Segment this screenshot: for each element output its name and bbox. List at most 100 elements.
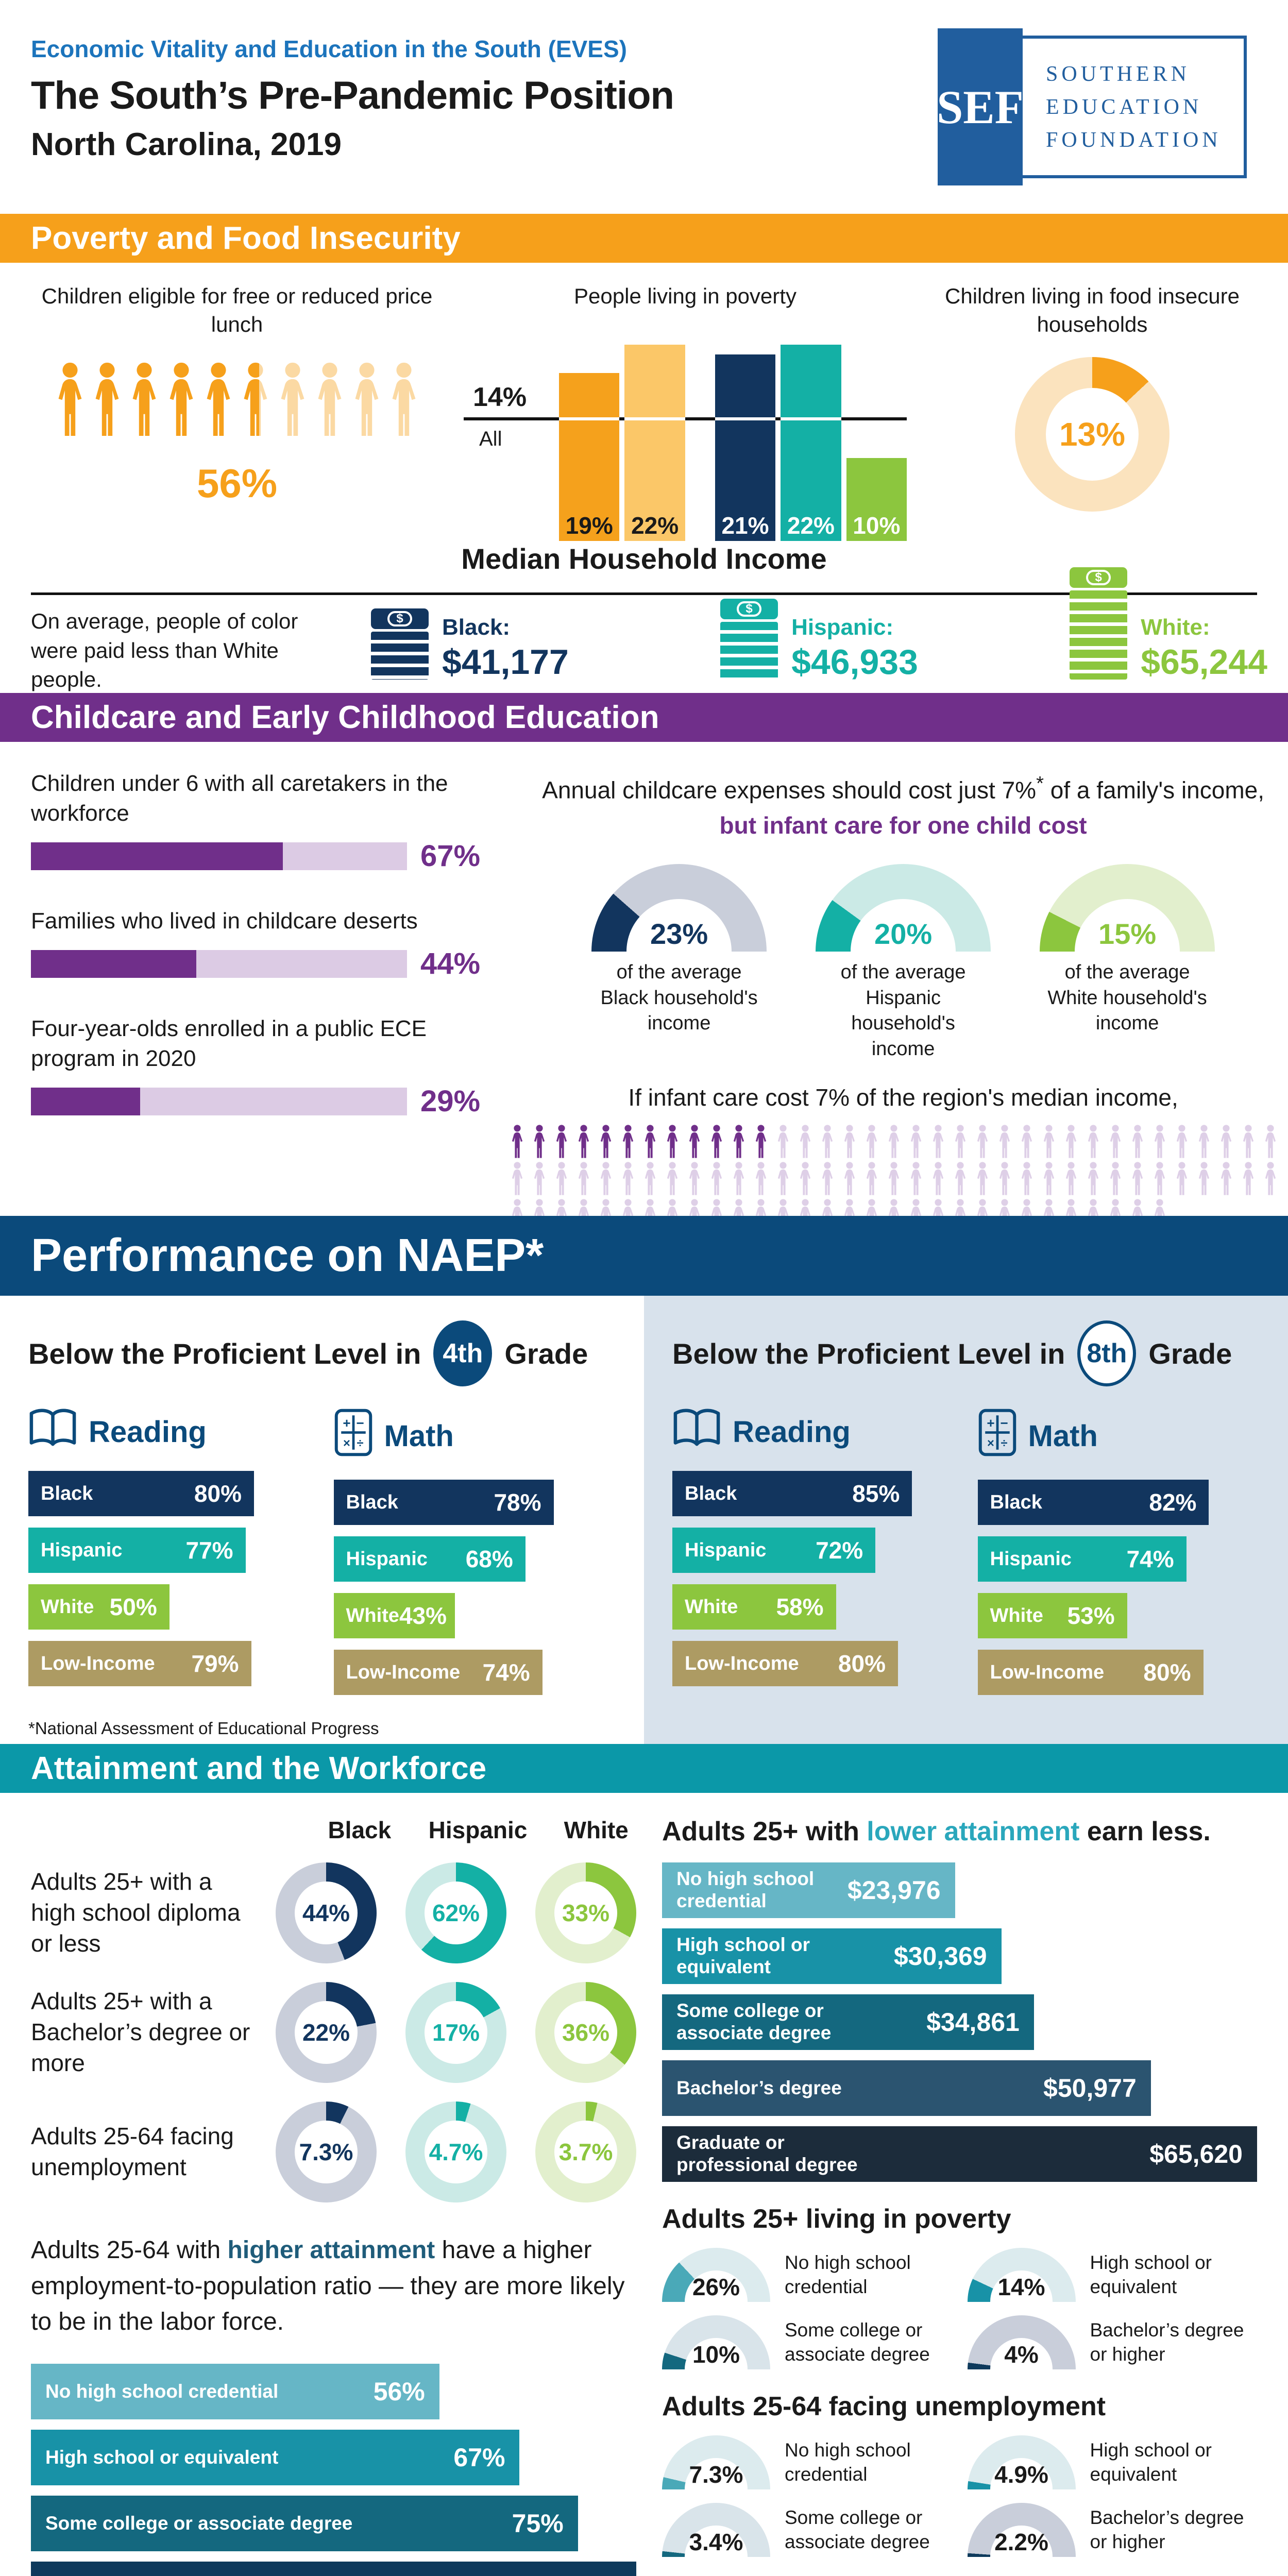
donut-hole: 3.7%	[554, 2121, 617, 2183]
bar-label: Black	[41, 1482, 93, 1504]
food-insecurity-block: Children living in food insecure househo…	[927, 282, 1257, 541]
family-icon	[1151, 1125, 1168, 1159]
grade-badge: 8th	[1077, 1320, 1137, 1386]
gauge-value: 4.9%	[994, 2461, 1048, 2488]
donut-hole: 44%	[295, 1882, 358, 1944]
person-icon	[600, 1162, 612, 1195]
person-icon	[800, 1199, 811, 1216]
gauge-value: 14%	[997, 2274, 1045, 2300]
donut-hole: 13%	[1046, 388, 1139, 481]
person-icon	[534, 1199, 545, 1216]
family-icon	[1062, 1162, 1080, 1196]
family-icon	[1262, 1125, 1279, 1159]
employment-bar: High school or equivalent 67%	[31, 2429, 520, 2485]
income-text: Hispanic: $46,933	[791, 615, 918, 680]
person-icon	[622, 1125, 634, 1158]
baseline-gap	[781, 417, 841, 420]
family-icon-affording	[597, 1125, 615, 1159]
gauge-caption: of the average Black household's income	[600, 961, 758, 1035]
family-icon	[1129, 1125, 1146, 1159]
person-icon	[955, 1199, 966, 1216]
svg-text:×: ×	[343, 1436, 350, 1450]
stat-value: 44%	[420, 947, 481, 981]
family-icon	[974, 1199, 991, 1216]
lunch-block: Children eligible for free or reduced pr…	[31, 282, 443, 541]
gauge-value: 23%	[650, 918, 708, 951]
person-icon	[977, 1199, 988, 1216]
person-icon	[1043, 1162, 1055, 1195]
family-icon	[929, 1162, 947, 1196]
person-icon	[711, 1199, 722, 1216]
person-icon-empty	[386, 362, 422, 437]
bar-label: Low-Income	[685, 1652, 799, 1674]
naep-section: Below the Proficient Level in 4th Grade Rea…	[0, 1296, 1288, 1744]
bar-label: Low-Income	[346, 1661, 461, 1683]
family-icon	[641, 1199, 659, 1216]
baseline-label: All	[479, 427, 502, 450]
dollar-sign: $	[387, 611, 412, 626]
bar-label: Hispanic	[41, 1539, 123, 1561]
baseline-value: 14%	[473, 382, 527, 412]
infant-care-gauges: 23% of the average Black household's inco…	[509, 864, 1288, 1062]
family-icon	[774, 1199, 792, 1216]
family-icon	[1151, 1199, 1168, 1216]
family-icon	[686, 1199, 703, 1216]
svg-text:+: +	[343, 1415, 350, 1431]
family-icon	[619, 1199, 637, 1216]
income-item-white: $ White: $65,244	[1070, 567, 1267, 680]
lunch-pictogram	[31, 362, 443, 437]
person-icon-filled	[89, 362, 125, 437]
infant-care-gauge-arc: 15%	[1040, 864, 1215, 952]
person-icon	[711, 1125, 722, 1158]
subject-name: Math	[384, 1419, 454, 1453]
sef-logo: SEF SOUTHERN EDUCATION FOUNDATION	[937, 28, 1247, 185]
gauge-cell: 10% Some college or associate degree	[662, 2315, 952, 2369]
donut-hole: 36%	[554, 2001, 617, 2064]
bar-label: High school or equivalent	[45, 2446, 279, 2468]
poverty-gauges: 26% No high school credential 14% High scho…	[662, 2248, 1257, 2369]
infant-care-gauge: 15% of the average White household's inco…	[1040, 864, 1215, 1062]
stat-label: Families who lived in childcare deserts	[31, 908, 418, 934]
section-title-childcare: Childcare and Early Childhood Education	[0, 693, 1288, 742]
para-text: Adults 25-64 with	[31, 2236, 228, 2264]
gauge-label: No high school credential	[785, 2439, 911, 2485]
family-icon	[796, 1199, 814, 1216]
person-icon	[933, 1125, 944, 1158]
poverty-bars: 19%Children Under 1822%Children Under 52…	[559, 326, 907, 541]
dollar-bill-icon: $	[371, 608, 429, 629]
person-icon	[822, 1199, 833, 1216]
person-icon	[1088, 1162, 1099, 1195]
section-title-attainment: Attainment and the Workforce	[0, 1744, 1288, 1793]
person-icon-filled	[126, 362, 162, 437]
attainment-donut-row: Adults 25-64 facing unemployment 7.3% 4.7%…	[31, 2102, 636, 2202]
naep-grade-heading: Below the Proficient Level in 8th Grade	[672, 1320, 1260, 1386]
earnings-title: Adults 25+ with lower attainment earn le…	[662, 1816, 1257, 1847]
person-icon	[977, 1125, 988, 1158]
bar-value: 80%	[1143, 1659, 1191, 1686]
bar-label: Hispanic	[990, 1548, 1072, 1570]
earnings-bars: No high school credential $23,976 High sch…	[662, 1862, 1257, 2182]
income-note: On average, people of color were paid le…	[31, 609, 298, 692]
person-icon	[755, 1162, 767, 1195]
bar-label: Some college or associate degree	[45, 2512, 353, 2534]
bar-value: 85%	[852, 1480, 900, 1507]
baseline-gap	[559, 417, 620, 420]
family-icon	[996, 1125, 1013, 1159]
person-icon	[1021, 1162, 1032, 1195]
stat-bar-row: 29%	[31, 1084, 480, 1118]
stat-bar-fill	[31, 950, 197, 978]
para-text: have a higher employment-to-population r…	[31, 2236, 625, 2336]
family-icon	[575, 1199, 592, 1216]
infant-care-gauge-arc: 23%	[591, 864, 767, 952]
bar-value: $34,861	[926, 2008, 1020, 2037]
gauge-caption: of the average Hispanic household's inco…	[840, 961, 966, 1060]
income-item-hispanic: $ Hispanic: $46,933	[720, 599, 918, 680]
donut-column-headers: Black Hispanic White	[319, 1816, 636, 1844]
childcare-stats: Children under 6 with all caretakers in …	[31, 769, 480, 1216]
family-icon	[796, 1125, 814, 1159]
attainment-donut-hispanic: 4.7%	[405, 2102, 506, 2202]
family-icon-affording	[553, 1125, 570, 1159]
donut-value: 17%	[432, 2019, 480, 2046]
donut-value: 3.7%	[558, 2139, 613, 2165]
money-stack-body	[1070, 590, 1128, 680]
